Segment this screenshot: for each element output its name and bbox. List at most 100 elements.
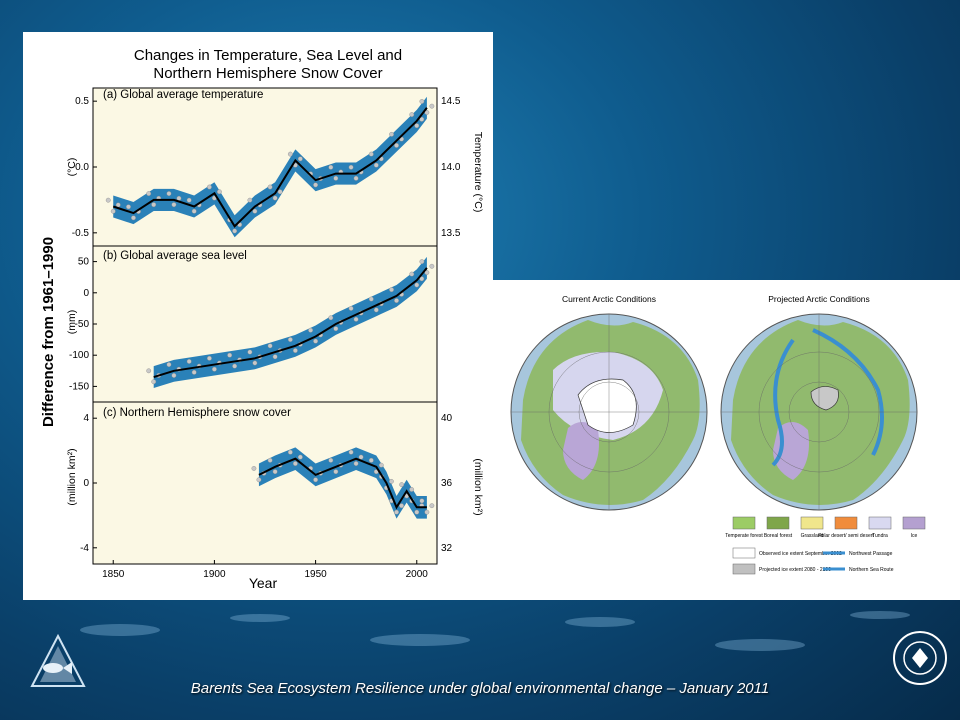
data-point [409, 271, 415, 277]
data-point [292, 461, 298, 466]
uncertainty-band [153, 256, 427, 388]
legend-swatch [800, 516, 824, 530]
series-line [258, 457, 427, 510]
data-point [287, 449, 293, 455]
data-point [353, 316, 359, 322]
panel-a-unit-right: Temperature (°C) [472, 132, 484, 213]
data-point [207, 355, 212, 361]
ice-swatch [732, 563, 756, 575]
legend-swatch [902, 516, 926, 530]
data-point [353, 461, 359, 466]
data-point [267, 184, 273, 190]
data-point [394, 509, 399, 515]
legend-label: Ice [911, 533, 918, 539]
ipcc-chart-svg: Changes in Temperature, Sea Level and No… [40, 47, 484, 591]
data-point [373, 307, 379, 313]
ice-legend-label: Observed ice extent September 2002 [759, 551, 842, 557]
y-tick-label: -50 [75, 319, 90, 330]
right-tick-label: 13.5 [441, 228, 461, 239]
panel-c-label: (c) Northern Hemisphere snow cover [103, 407, 291, 419]
right-tick-label: 36 [441, 478, 453, 489]
data-point [191, 208, 197, 214]
data-point [227, 352, 233, 358]
x-tick-label: 2000 [406, 569, 429, 580]
legend-label: Polar desert/ semi desert [818, 533, 874, 539]
y-tick-label: -0.5 [72, 228, 90, 239]
data-point [251, 466, 257, 471]
data-point [394, 298, 399, 303]
data-point [414, 509, 420, 515]
data-point [126, 204, 131, 210]
data-point [110, 208, 116, 214]
map-projected [720, 313, 918, 511]
data-point [348, 164, 354, 170]
data-point [348, 449, 354, 455]
data-point [267, 343, 273, 349]
legend-swatch [766, 516, 790, 530]
panel-b-label: (b) Global average sea level [103, 250, 247, 262]
data-point [419, 276, 425, 282]
data-point [171, 202, 177, 208]
data-point [308, 327, 313, 333]
data-point [409, 112, 415, 117]
data-point [232, 228, 238, 234]
legend-swatch [868, 516, 892, 530]
y-tick-label: -100 [69, 350, 89, 361]
x-axis-label: Year [249, 575, 278, 591]
data-point [115, 202, 121, 208]
data-point [166, 191, 172, 196]
data-point [394, 143, 399, 148]
data-point [389, 287, 394, 293]
data-point [151, 379, 157, 385]
data-point [409, 487, 415, 492]
chart-panels: -0.5 0.0 0.5 13.5 14.0 14.5 -150 -100 -50 0 50 -4 0 4… [69, 87, 461, 580]
university-seal-logo [893, 631, 947, 685]
legend-label: Grassland [801, 533, 824, 539]
data-point [272, 354, 278, 360]
data-point [252, 208, 258, 214]
figure-title-line2: Northern Hemisphere Snow Cover [153, 65, 382, 82]
ice-swatch [732, 547, 756, 559]
data-point [252, 360, 258, 366]
data-point [287, 151, 293, 157]
right-tick-label: 14.5 [441, 96, 461, 107]
data-point [419, 116, 425, 122]
arctic-maps-figure: Current Arctic Conditions Projected Arct… [493, 280, 960, 600]
legend-label: Boreal forest [764, 533, 793, 539]
y-tick-label: 0.0 [75, 162, 89, 173]
shared-ylabel: Difference from 1961–1990 [40, 237, 57, 427]
data-point [414, 123, 420, 129]
y-tick-label: -150 [69, 381, 89, 392]
panel-c-unit-right: (million km²) [472, 458, 484, 515]
data-point [333, 326, 339, 332]
y-tick-label: 4 [83, 413, 89, 424]
data-point [272, 195, 278, 201]
map-current [510, 313, 708, 511]
data-point [256, 477, 262, 483]
data-point [333, 469, 339, 475]
data-point [429, 263, 435, 269]
data-point [424, 110, 430, 115]
y-tick-label: 0.5 [75, 96, 89, 107]
data-point [368, 296, 374, 302]
panel-b-unit-left: (mm) [66, 310, 78, 335]
data-point [191, 369, 197, 375]
uncertainty-band [113, 96, 427, 238]
data-point [378, 462, 384, 468]
data-point [313, 477, 318, 483]
data-point [146, 368, 152, 374]
route-legend-label: Northwest Passage [849, 551, 893, 557]
x-tick-label: 1900 [203, 569, 226, 580]
data-point [368, 457, 374, 463]
ipcc-figure: Changes in Temperature, Sea Level and No… [23, 32, 493, 600]
data-point [297, 156, 303, 162]
data-point [151, 202, 157, 208]
panel-a-unit-left: (°C) [66, 158, 78, 177]
data-point [247, 349, 253, 355]
data-point [186, 359, 192, 364]
legend-swatch [732, 516, 756, 530]
data-point [146, 191, 152, 196]
data-point [414, 282, 420, 288]
data-point [419, 259, 425, 265]
